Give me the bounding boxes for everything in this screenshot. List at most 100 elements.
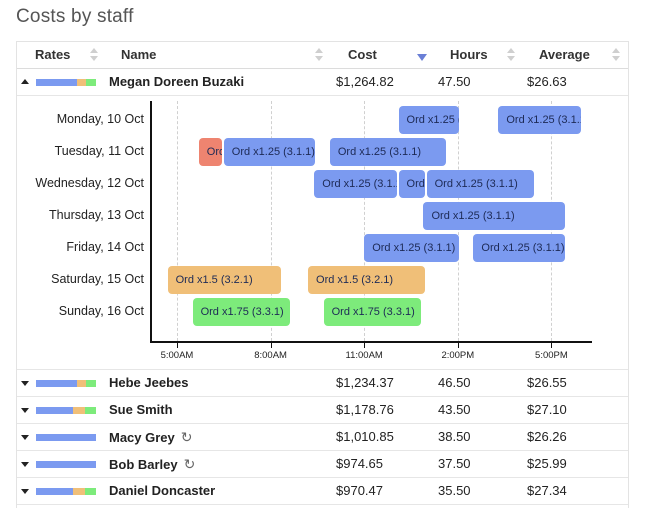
rate-segment xyxy=(76,79,87,86)
shift-block[interactable]: Ord x1.25 (3.1.1) xyxy=(398,170,425,198)
staff-cost: $970.47 xyxy=(336,483,383,498)
timeline-gridline xyxy=(270,101,272,341)
staff-hours: 38.50 xyxy=(438,429,471,444)
timeline-day-label: Friday, 14 Oct xyxy=(66,240,144,254)
timeline-gridline xyxy=(176,101,178,341)
page-title: Costs by staff xyxy=(16,6,134,27)
rates-bar xyxy=(36,488,96,495)
staff-name: Hebe Jeebes xyxy=(109,375,189,390)
chevron-down-icon[interactable] xyxy=(21,462,29,467)
shift-block[interactable]: Ord x1.75 (3.3.1) xyxy=(192,298,291,326)
timeline-tick xyxy=(176,343,178,348)
chevron-up-icon[interactable] xyxy=(21,79,29,84)
staff-average: $26.26 xyxy=(527,429,567,444)
sort-icon-name[interactable] xyxy=(315,48,323,62)
chevron-down-icon[interactable] xyxy=(21,408,29,413)
table-row[interactable]: Daniel Doncaster $970.47 35.50 $27.34 xyxy=(17,478,628,505)
staff-hours: 46.50 xyxy=(438,375,471,390)
column-header-rates[interactable]: Rates xyxy=(35,47,71,62)
rates-bar xyxy=(36,434,96,441)
table-row[interactable]: Macy Grey ↻ $1,010.85 38.50 $26.26 xyxy=(17,424,628,451)
refresh-icon[interactable]: ↻ xyxy=(180,429,193,445)
shift-block[interactable]: Ord x1.5 (3.2.1) xyxy=(308,266,425,294)
shift-block[interactable]: Ord x1.25 (3.1.1) xyxy=(426,170,534,198)
timeline-day-label: Sunday, 16 Oct xyxy=(58,304,144,318)
rate-segment xyxy=(36,434,96,441)
shift-block[interactable]: Ord x1.25 (3.1.1) xyxy=(498,106,581,134)
sort-icon-rates[interactable] xyxy=(90,48,98,62)
shift-block[interactable]: Ord x1.25 (3.1.1) xyxy=(314,170,397,198)
timeline-tick xyxy=(364,343,366,348)
sort-icon-average[interactable] xyxy=(612,48,620,62)
rates-bar xyxy=(36,380,96,387)
table-row[interactable]: Bob Barley ↻ $974.65 37.50 $25.99 xyxy=(17,451,628,478)
timeline-day-label: Tuesday, 11 Oct xyxy=(54,144,144,158)
staff-cost: $974.65 xyxy=(336,456,383,471)
chevron-down-icon[interactable] xyxy=(21,489,29,494)
column-header-average[interactable]: Average xyxy=(539,47,590,62)
shift-block[interactable]: Ord x1.25 (3.1.1) xyxy=(364,234,459,262)
timeline-day-label: Thursday, 13 Oct xyxy=(49,208,144,222)
timeline-day-label: Monday, 10 Oct xyxy=(56,112,144,126)
staff-hours: 43.50 xyxy=(438,402,471,417)
staff-cost-table: Rates Name Cost Hours Average Megan Dore… xyxy=(16,41,629,508)
shift-block[interactable]: Ord x1.25 (3.1.1) xyxy=(329,138,447,166)
staff-hours: 35.50 xyxy=(438,483,471,498)
rate-segment xyxy=(36,380,77,387)
chevron-down-icon[interactable] xyxy=(21,381,29,386)
staff-name: Megan Doreen Buzaki xyxy=(109,74,245,89)
column-header-cost[interactable]: Cost xyxy=(348,47,377,62)
column-header-name[interactable]: Name xyxy=(121,47,157,62)
timeline-tick-label: 8:00AM xyxy=(254,350,287,361)
table-row[interactable]: Hebe Jeebes $1,234.37 46.50 $26.55 xyxy=(17,370,628,397)
rate-segment xyxy=(36,488,74,495)
staff-cost: $1,234.37 xyxy=(336,375,394,390)
staff-cost: $1,178.76 xyxy=(336,402,394,417)
timeline-tick-label: 5:00AM xyxy=(160,350,194,361)
staff-average: $27.34 xyxy=(527,483,567,498)
staff-name: Daniel Doncaster xyxy=(109,483,216,498)
sort-icon-hours[interactable] xyxy=(507,48,515,62)
timeline-tick xyxy=(457,343,459,348)
timeline-tick xyxy=(551,343,553,348)
rate-segment xyxy=(85,407,96,414)
timeline-day-label: Saturday, 15 Oct xyxy=(51,272,144,286)
column-header-hours[interactable]: Hours xyxy=(450,47,488,62)
table-header: Rates Name Cost Hours Average xyxy=(17,42,628,69)
rate-segment xyxy=(86,380,96,387)
rates-bar xyxy=(36,79,96,86)
rate-segment xyxy=(86,79,96,86)
staff-average: $25.99 xyxy=(527,456,567,471)
timeline-x-axis xyxy=(150,341,592,343)
staff-name: Bob Barley ↻ xyxy=(109,456,196,472)
shift-block[interactable]: Ord x1.25 (3.1.1) xyxy=(423,202,566,230)
shift-block[interactable]: Ord x1.25 (3.1.1) xyxy=(473,234,566,262)
rate-segment xyxy=(76,380,87,387)
shift-timeline: Monday, 10 Oct Tuesday, 11 Oct Wednesday, … xyxy=(17,97,628,370)
shift-block[interactable]: Ord x1.5 (3.2.1) xyxy=(167,266,282,294)
rate-segment xyxy=(73,407,86,414)
shift-block[interactable]: Ord x1.25 (3.1.1) xyxy=(398,106,459,134)
sort-desc-icon-cost[interactable] xyxy=(417,54,427,61)
staff-name: Macy Grey ↻ xyxy=(109,429,193,445)
timeline-gridline xyxy=(364,101,366,341)
table-row[interactable]: Sue Smith $1,178.76 43.50 $27.10 xyxy=(17,397,628,424)
refresh-icon[interactable]: ↻ xyxy=(183,456,196,472)
staff-average: $26.55 xyxy=(527,375,567,390)
rates-bar xyxy=(36,461,96,468)
staff-name: Sue Smith xyxy=(109,402,173,417)
table-row-expanded[interactable]: Megan Doreen Buzaki $1,264.82 47.50 $26.… xyxy=(17,69,628,96)
rate-segment xyxy=(85,488,96,495)
timeline-day-label: Wednesday, 12 Oct xyxy=(35,176,144,190)
timeline-tick-label: 11:00AM xyxy=(345,350,383,361)
timeline-tick xyxy=(270,343,272,348)
rate-segment xyxy=(36,407,74,414)
shift-block[interactable]: Ord x1.25 (3.1.1) xyxy=(223,138,316,166)
staff-average: $26.63 xyxy=(527,74,567,89)
rates-bar xyxy=(36,407,96,414)
shift-block[interactable]: Ord x1.25 (3.1.1) xyxy=(198,138,222,166)
shift-block[interactable]: Ord x1.75 (3.3.1) xyxy=(323,298,422,326)
staff-hours: 47.50 xyxy=(438,74,471,89)
chevron-down-icon[interactable] xyxy=(21,435,29,440)
rate-segment xyxy=(73,488,86,495)
